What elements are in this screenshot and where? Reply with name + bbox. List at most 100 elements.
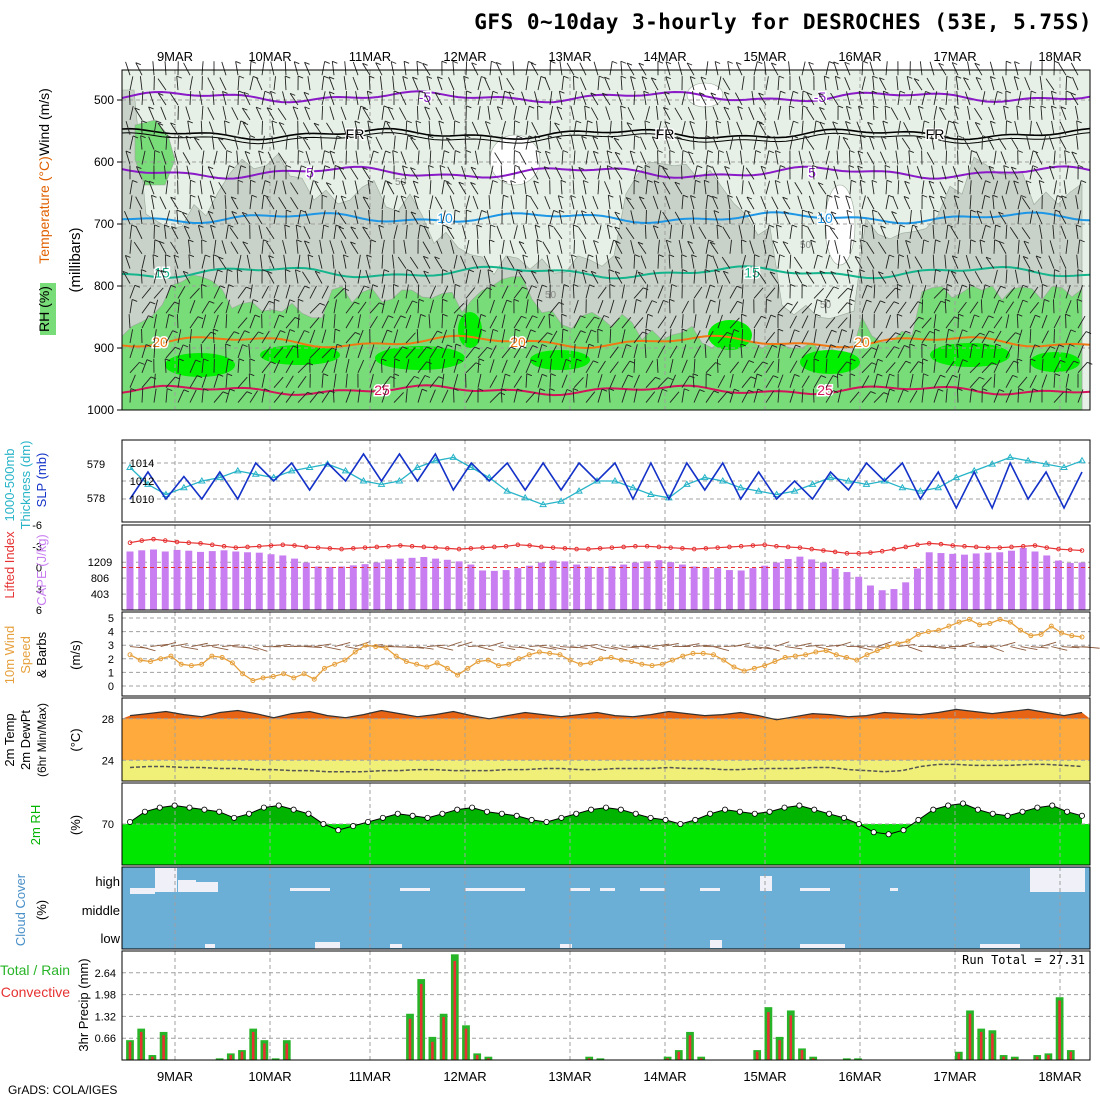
wind-barb-flag (988, 165, 995, 169)
wind-barb (585, 284, 590, 299)
wind-barb-flag (975, 122, 981, 125)
wind-barb-10m (1061, 646, 1080, 649)
wind-barb (530, 62, 539, 76)
wind-barb-flag (780, 90, 786, 94)
wind-barb (453, 388, 455, 403)
wind-barb (237, 317, 248, 329)
wind-barb-flag (1022, 284, 1029, 288)
wind-barb-flag (130, 388, 137, 392)
wind-speed-marker (270, 673, 276, 679)
wind-barb-flag (604, 76, 610, 80)
wind-barb (741, 299, 744, 314)
wind-barb-10m (1040, 641, 1057, 647)
date-label-bottom: 15MAR (743, 1069, 786, 1084)
wind-barb (319, 239, 323, 254)
wind-barb-flag (998, 211, 1004, 215)
wind-barb (645, 180, 649, 195)
wind-barb-10m (559, 646, 578, 649)
wind-barb (1076, 135, 1079, 150)
wind-barb (625, 227, 635, 240)
wind-barb (1029, 374, 1037, 388)
wind-barb-flag (824, 298, 831, 302)
wind-speed-marker (925, 629, 931, 635)
wind-barb-flag (304, 285, 310, 289)
wind-barb-flag (122, 270, 129, 274)
wind-barb-flag (963, 77, 969, 81)
wind-speed-marker (1079, 634, 1085, 640)
wind-barb (426, 76, 431, 91)
wind-barb-flag (156, 120, 162, 124)
wind-barb (476, 239, 479, 254)
precip-convective-bar (778, 1040, 781, 1060)
wind-barb-flag (246, 286, 252, 290)
wind-barb (825, 317, 836, 329)
rh2m-tick-label: 70 (102, 819, 114, 831)
precip-convective-bar (442, 1017, 445, 1060)
wind-barb-flag (871, 347, 877, 351)
wind-barb (381, 269, 385, 284)
wind-barb (1077, 180, 1082, 195)
wind-barb (200, 343, 203, 358)
temp-ylabel-1: 2m Temp (2, 713, 17, 766)
wind-barb (794, 271, 803, 284)
rh2m-marker (245, 810, 252, 817)
wind-barb-flag (228, 224, 234, 228)
dewpoint-line (129, 763, 1083, 773)
wind-speed-marker (588, 660, 594, 666)
wind-barb-flag (820, 375, 827, 379)
wind-barb (681, 120, 686, 135)
wind-barb (798, 150, 803, 165)
wind-barb (607, 195, 611, 210)
wind-barb (266, 271, 275, 284)
wind-barb (182, 271, 191, 284)
wind-barb (812, 388, 815, 403)
rh2m-marker (736, 808, 743, 815)
wind-barb (386, 181, 395, 195)
wind-barb (873, 392, 885, 403)
wind-barb-flag (289, 92, 296, 96)
wind-barb-flag (912, 224, 918, 228)
wind-barb (169, 93, 179, 106)
wind-barb-flag (1076, 298, 1083, 302)
wind-barb-flag (778, 75, 785, 79)
wind-barb (441, 358, 446, 373)
slp-line (129, 452, 1083, 510)
wind-barb (261, 239, 264, 254)
wind-barb-flag (757, 388, 763, 392)
wind-barb (249, 269, 252, 284)
wind-barb-flag (866, 299, 872, 303)
wind-barb (135, 166, 143, 180)
wind-barb (993, 316, 1003, 329)
wind-barb-flag (354, 331, 361, 335)
precip-convective-bar (800, 1050, 804, 1060)
wind-barb-flag (1014, 76, 1020, 80)
wind-barb (207, 166, 215, 180)
wind-barb (745, 167, 755, 180)
wind-barb (1050, 91, 1055, 106)
wind-barb (237, 300, 245, 314)
wind-barb (236, 150, 239, 165)
wind-barb-flag (267, 270, 273, 274)
wind-barb (788, 61, 791, 76)
wind-barb-flag (905, 330, 911, 334)
wind-barb (429, 299, 434, 314)
wind-barb (687, 151, 695, 165)
wind-barb (189, 90, 192, 105)
rh2m-marker (781, 804, 788, 811)
wind-barb-flag (903, 389, 909, 393)
wind-barb (573, 299, 579, 314)
wind-barb (686, 62, 695, 76)
wind-barb-flag (423, 270, 429, 274)
wind-barb-flag (506, 299, 512, 303)
wind-barb-flag (554, 122, 560, 126)
wind-barb (270, 91, 275, 106)
wind-barb-10m (897, 644, 916, 648)
wind-barb (585, 360, 594, 374)
wind-barb-10m (641, 646, 659, 650)
cape-bar (537, 562, 545, 610)
wind-barb (441, 285, 449, 299)
wind-barb (843, 255, 851, 269)
wind-barb (640, 151, 647, 165)
wind-barb (957, 284, 963, 299)
wind-barb (989, 61, 995, 76)
